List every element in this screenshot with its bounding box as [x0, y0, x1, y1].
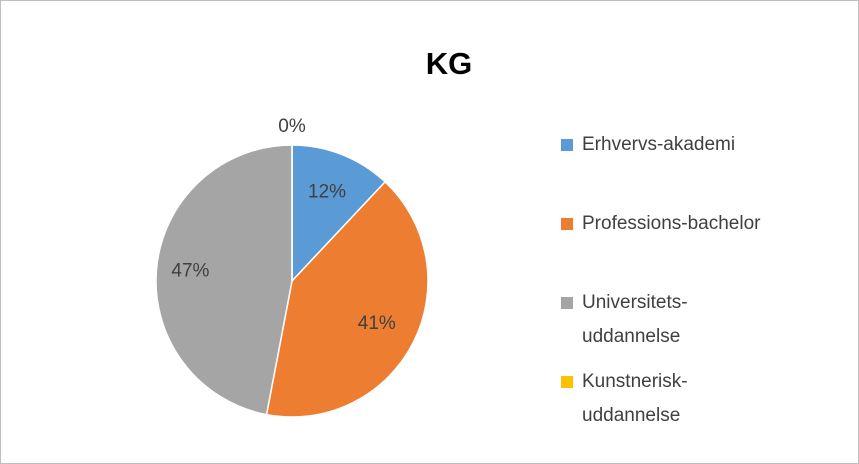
- legend-swatch: [561, 218, 573, 230]
- legend-label: Professions-bachelor: [582, 213, 761, 234]
- legend-label: Kunstnerisk-uddannelse: [582, 371, 688, 426]
- chart-title: KG: [426, 46, 473, 81]
- data-label: 0%: [278, 116, 306, 137]
- legend-swatch: [561, 139, 573, 151]
- legend-label: Erhvervs-akademi: [582, 134, 735, 155]
- legend-label: Universitets-uddannelse: [582, 292, 688, 347]
- data-label: 47%: [171, 260, 209, 281]
- data-label: 12%: [308, 182, 346, 203]
- pie-slice: [265, 180, 429, 418]
- data-label: 41%: [358, 313, 396, 334]
- legend-swatch: [561, 297, 573, 309]
- pie-slice: [291, 144, 387, 283]
- legend-swatch: [561, 376, 573, 388]
- pie-slice: [155, 144, 293, 416]
